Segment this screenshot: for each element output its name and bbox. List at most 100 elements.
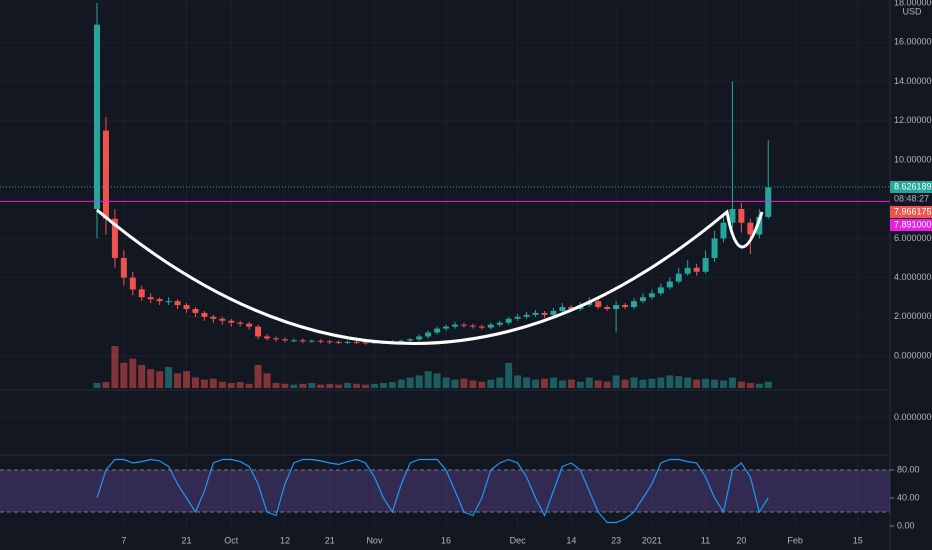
candle-body bbox=[416, 336, 423, 340]
x-tick-label: 12 bbox=[280, 535, 290, 545]
candle-body bbox=[639, 297, 646, 302]
candle-body bbox=[129, 277, 136, 290]
candle-body bbox=[192, 308, 199, 313]
candle-body bbox=[165, 301, 172, 303]
volume-bar bbox=[711, 379, 719, 388]
volume-bar bbox=[299, 383, 307, 388]
volume-bar bbox=[236, 382, 244, 388]
volume-bar bbox=[433, 373, 441, 388]
volume-bar bbox=[388, 382, 396, 388]
x-tick-label: 15 bbox=[853, 535, 863, 545]
candle-body bbox=[765, 187, 772, 217]
candle-body bbox=[469, 325, 476, 327]
candle-body bbox=[487, 324, 494, 328]
price-label: 8.6261898 bbox=[894, 181, 932, 191]
x-tick-label: 20 bbox=[736, 535, 746, 545]
candle-body bbox=[308, 340, 315, 342]
volume-bar bbox=[326, 383, 334, 388]
volume-bar bbox=[424, 371, 432, 388]
x-tick-label: 2021 bbox=[642, 535, 662, 545]
countdown-box bbox=[890, 193, 932, 204]
volume-bar bbox=[397, 379, 405, 388]
x-tick-label: 21 bbox=[181, 535, 191, 545]
candle-body bbox=[237, 322, 244, 324]
candle-body bbox=[264, 336, 271, 339]
volume-bar bbox=[209, 378, 217, 388]
x-tick-label: 11 bbox=[701, 535, 710, 545]
volume-bar bbox=[111, 346, 119, 388]
volume-bar bbox=[585, 377, 593, 388]
candle-body bbox=[657, 287, 664, 294]
candle-body bbox=[559, 307, 566, 311]
volume-bar bbox=[549, 377, 557, 388]
candle-body bbox=[138, 289, 145, 298]
volume-bar bbox=[603, 381, 611, 388]
price-label-box bbox=[890, 206, 932, 218]
candle-body bbox=[523, 314, 530, 317]
volume-bar bbox=[478, 381, 486, 388]
volume-bar bbox=[684, 377, 692, 388]
volume-bar bbox=[755, 383, 763, 388]
volume-bar bbox=[505, 362, 513, 388]
volume-bar bbox=[496, 377, 504, 388]
candle-body bbox=[711, 238, 718, 259]
candle-body bbox=[344, 341, 351, 343]
candle-body bbox=[201, 312, 208, 317]
candle-body bbox=[756, 216, 763, 235]
volume-bar bbox=[594, 380, 602, 388]
volume-bar bbox=[281, 383, 289, 388]
candle-body bbox=[514, 316, 521, 319]
x-tick-label: 21 bbox=[325, 535, 335, 545]
candle-body bbox=[353, 341, 360, 343]
candle-body bbox=[622, 305, 629, 308]
candle-body bbox=[720, 222, 727, 239]
volume-bar bbox=[702, 378, 710, 388]
x-tick-label: 14 bbox=[566, 535, 576, 545]
candle-body bbox=[631, 301, 637, 308]
volume-bar bbox=[335, 384, 343, 388]
volume-bar bbox=[362, 384, 369, 388]
volume-bar bbox=[227, 382, 235, 388]
candle-body bbox=[147, 297, 154, 300]
volume-bar bbox=[102, 382, 110, 388]
volume-bar bbox=[415, 375, 423, 388]
volume-bar bbox=[469, 380, 477, 388]
volume-bar bbox=[290, 384, 298, 388]
candle-body bbox=[228, 320, 235, 323]
candle-body bbox=[290, 340, 297, 342]
volume-bar bbox=[764, 381, 772, 388]
volume-bar bbox=[245, 383, 253, 388]
candle-body bbox=[407, 339, 414, 341]
volume-bar bbox=[317, 384, 325, 388]
volume-bar bbox=[138, 364, 146, 388]
candle-body bbox=[532, 312, 539, 315]
volume-bar bbox=[514, 375, 522, 388]
x-tick-label: 7 bbox=[121, 535, 126, 545]
volume-bar bbox=[621, 379, 629, 388]
volume-bar bbox=[344, 382, 352, 388]
volume-bar bbox=[156, 371, 164, 388]
price-label-box bbox=[890, 181, 932, 193]
candle-body bbox=[738, 208, 745, 223]
countdown: 08:48:27 bbox=[894, 193, 929, 203]
candle-body bbox=[684, 267, 691, 274]
candle-body bbox=[317, 340, 324, 342]
volume-bar bbox=[746, 382, 754, 388]
candle-body bbox=[111, 218, 118, 259]
volume-bar bbox=[720, 380, 727, 388]
volume-bar bbox=[576, 381, 584, 388]
volume-bar bbox=[460, 378, 468, 388]
volume-bar bbox=[737, 381, 745, 388]
currency: USD bbox=[902, 6, 922, 16]
volume-bar bbox=[639, 379, 647, 388]
